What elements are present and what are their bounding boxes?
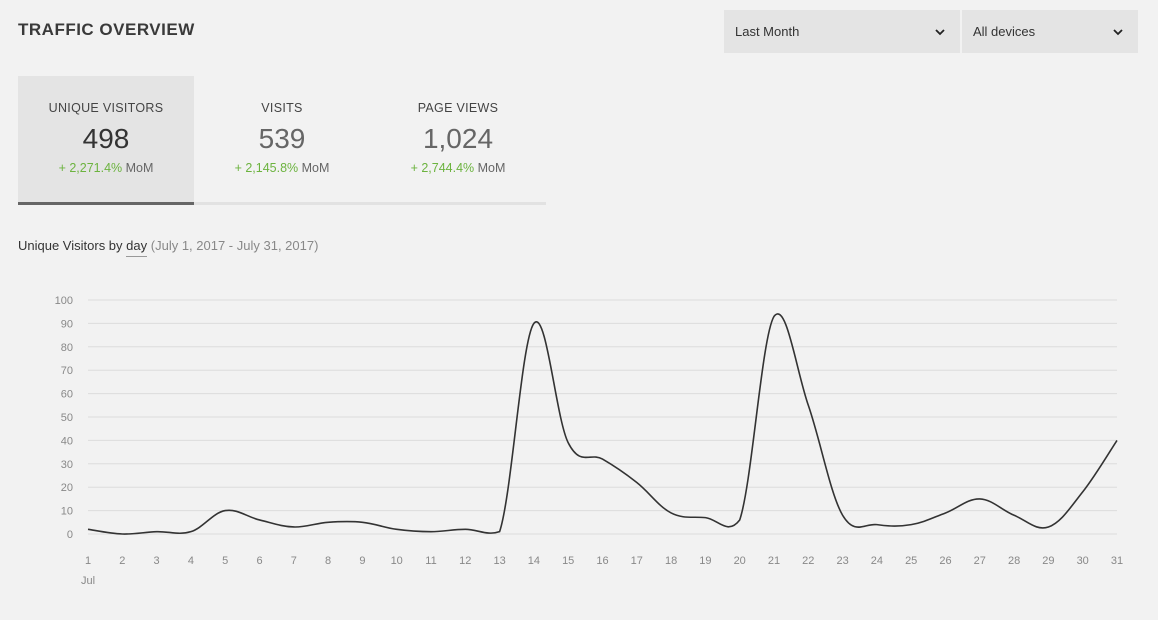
- change-suffix: MoM: [301, 161, 330, 175]
- x-tick-label: 14: [528, 555, 540, 567]
- x-tick-label: 19: [699, 555, 711, 567]
- x-tick-label: 8: [325, 555, 331, 567]
- x-tick-label: 25: [905, 555, 917, 567]
- metric-label: PAGE VIEWS: [417, 101, 499, 115]
- device-select[interactable]: All devices: [962, 10, 1138, 53]
- metric-value: 1,024: [422, 123, 494, 154]
- date-range-select[interactable]: Last Month: [724, 10, 960, 53]
- x-tick-label: 3: [154, 555, 160, 567]
- y-tick-label: 0: [67, 529, 73, 541]
- date-range-value: Last Month: [735, 24, 800, 39]
- chevron-down-icon: [935, 28, 945, 35]
- x-tick-label: 13: [493, 555, 505, 567]
- change-percent: + 2,744.4%: [410, 161, 475, 175]
- x-tick-label: 15: [562, 555, 574, 567]
- x-tick-label: 16: [596, 555, 608, 567]
- y-tick-label: 100: [55, 295, 73, 307]
- chart-title-prefix: Unique Visitors by: [18, 238, 123, 253]
- x-tick-label: 17: [631, 555, 643, 567]
- y-tick-label: 60: [61, 389, 73, 401]
- x-tick-label: 31: [1111, 555, 1123, 567]
- x-tick-label: 21: [768, 555, 780, 567]
- y-tick-label: 90: [61, 318, 73, 330]
- x-tick-label: 27: [974, 555, 986, 567]
- metric-value: 539: [258, 123, 306, 154]
- x-tick-label: 26: [939, 555, 951, 567]
- y-tick-label: 20: [61, 482, 73, 494]
- y-tick-label: 50: [61, 412, 73, 424]
- x-tick-label: 12: [459, 555, 471, 567]
- tab-unique-visitors[interactable]: UNIQUE VISITORS 498 + 2,271.4% MoM: [18, 76, 194, 205]
- x-tick-label: 10: [391, 555, 403, 567]
- change-suffix: MoM: [125, 161, 154, 175]
- x-tick-label: 29: [1042, 555, 1054, 567]
- x-tick-label: 20: [734, 555, 746, 567]
- x-tick-label: 7: [291, 555, 297, 567]
- x-tick-label: 23: [836, 555, 848, 567]
- metric-label: UNIQUE VISITORS: [48, 101, 164, 115]
- x-tick-label: 2: [119, 555, 125, 567]
- x-tick-label: 6: [256, 555, 262, 567]
- change-percent: + 2,271.4%: [58, 161, 123, 175]
- metric-tabs: UNIQUE VISITORS 498 + 2,271.4% MoM VISIT…: [18, 76, 546, 205]
- page-title: TRAFFIC OVERVIEW: [18, 20, 195, 39]
- y-tick-label: 40: [61, 435, 73, 447]
- x-month-label: Jul: [81, 575, 95, 587]
- tab-visits[interactable]: VISITS 539 + 2,145.8% MoM: [194, 76, 370, 202]
- x-tick-label: 4: [188, 555, 194, 567]
- metric-change: + 2,145.8% MoM: [194, 161, 370, 175]
- x-tick-label: 30: [1077, 555, 1089, 567]
- chevron-down-icon: [1113, 28, 1123, 35]
- y-tick-label: 30: [61, 459, 73, 471]
- x-tick-label: 24: [871, 555, 883, 567]
- metric-change: + 2,744.4% MoM: [370, 161, 546, 175]
- y-tick-label: 10: [61, 506, 73, 518]
- x-tick-label: 9: [359, 555, 365, 567]
- y-tick-label: 80: [61, 342, 73, 354]
- granularity-link[interactable]: day: [126, 238, 148, 257]
- metric-value: 498: [82, 123, 130, 154]
- x-tick-label: 22: [802, 555, 814, 567]
- device-value: All devices: [973, 24, 1036, 39]
- metric-change: + 2,271.4% MoM: [18, 161, 194, 175]
- metric-label: VISITS: [261, 101, 303, 115]
- x-tick-label: 11: [425, 555, 436, 567]
- x-tick-label: 28: [1008, 555, 1020, 567]
- y-tick-label: 70: [61, 365, 73, 377]
- change-suffix: MoM: [477, 161, 506, 175]
- series-line: [87, 313, 1118, 535]
- x-tick-label: 18: [665, 555, 677, 567]
- x-tick-label: 5: [222, 555, 228, 567]
- chart-title: Unique Visitors by day (July 1, 2017 - J…: [18, 238, 319, 257]
- chart-date-range: (July 1, 2017 - July 31, 2017): [150, 238, 319, 253]
- tab-page-views[interactable]: PAGE VIEWS 1,024 + 2,744.4% MoM: [370, 76, 546, 202]
- change-percent: + 2,145.8%: [234, 161, 299, 175]
- x-tick-label: 1: [85, 555, 91, 567]
